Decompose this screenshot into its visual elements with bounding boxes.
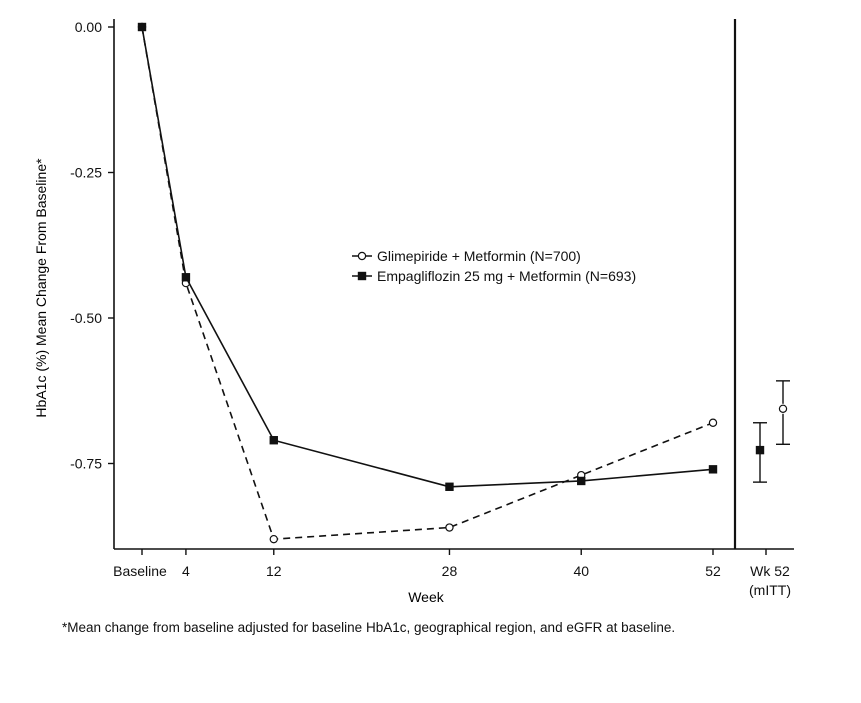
endpoint-tick-label: Wk 52 (750, 563, 790, 579)
data-point (708, 465, 718, 474)
series-layer (137, 22, 718, 544)
legend-marker (357, 271, 367, 281)
endpoint-point (755, 445, 765, 455)
x-tick-label: 40 (573, 563, 589, 579)
data-point (445, 523, 454, 532)
legend-marker (357, 251, 367, 261)
data-point (269, 534, 278, 544)
data-point (577, 476, 586, 486)
footnote: *Mean change from baseline adjusted for … (62, 620, 676, 635)
y-tick-label: -0.50 (70, 310, 102, 326)
endpoint-tick-label: (mITT) (749, 582, 791, 598)
data-point (269, 436, 278, 445)
legend-label: Empagliflozin 25 mg + Metformin (N=693) (377, 268, 636, 284)
legend-label: Glimepiride + Metformin (N=700) (377, 248, 581, 264)
axes: 0.00 -0.25 -0.50 -0.75 Baseline 4 12 28 40 52 Wk 5… (70, 19, 794, 598)
x-tick-label: 12 (266, 563, 282, 579)
y-tick-label: -0.75 (70, 456, 102, 472)
x-tick-label: 52 (705, 563, 721, 579)
series-line-1 (141, 26, 714, 540)
x-tick-label: Baseline (113, 563, 167, 579)
legend: Glimepiride + Metformin (N=700) Empaglifl… (352, 248, 636, 284)
data-point (445, 482, 454, 491)
x-tick-label: 28 (442, 563, 458, 579)
x-tick-label: 4 (182, 563, 190, 579)
data-point (708, 418, 718, 427)
y-axis-label: HbA1c (%) Mean Change From Baseline* (33, 158, 49, 418)
x-axis-label: Week (408, 589, 445, 605)
data-point (137, 22, 147, 32)
y-tick-label: -0.25 (70, 165, 102, 181)
data-point (181, 273, 191, 282)
endpoint-point (778, 404, 788, 413)
endpoint-panel (753, 380, 790, 483)
y-tick-label: 0.00 (75, 19, 102, 35)
series-line-2 (141, 26, 714, 488)
